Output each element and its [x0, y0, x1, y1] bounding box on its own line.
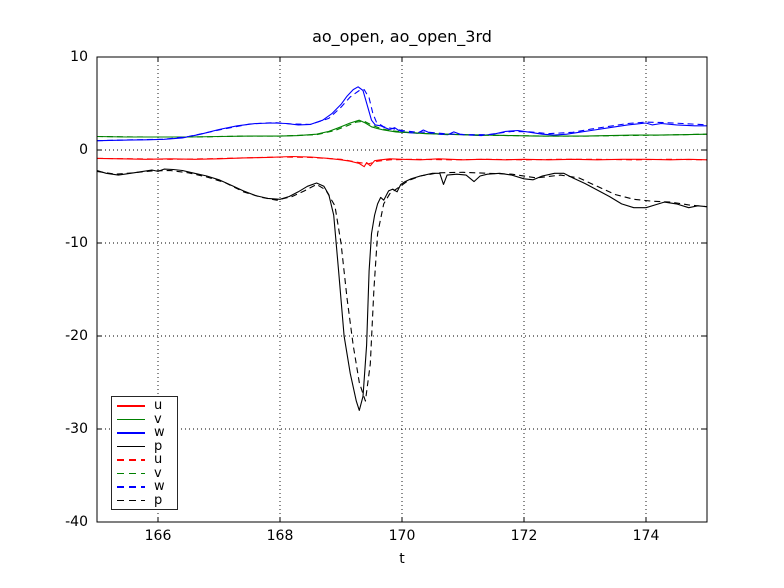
y-tick-label: -10 [65, 235, 88, 251]
legend-entry: w [117, 426, 177, 439]
legend-entry: p [117, 440, 177, 453]
legend-entry: p [117, 494, 177, 507]
series-lines [97, 86, 707, 411]
x-tick-label: 166 [144, 528, 172, 544]
x-axis-label: t [399, 551, 405, 567]
legend-label: u [154, 398, 163, 414]
legend-line-sample [117, 432, 145, 434]
y-tick-label: -20 [65, 328, 88, 344]
legend-line-sample [117, 459, 145, 461]
x-tick-label: 170 [388, 528, 416, 544]
legend-label: u [154, 452, 163, 468]
legend-label: w [154, 479, 165, 495]
legend-label: v [154, 411, 162, 427]
series-line-v-ao_open_3rd [97, 120, 707, 138]
legend-line-sample [117, 445, 145, 447]
legend-entry: v [117, 413, 177, 426]
y-tick-label: 0 [79, 142, 88, 158]
y-tick-label: 10 [70, 49, 88, 65]
legend-label: v [154, 465, 162, 481]
legend-line-sample [117, 499, 145, 501]
legend: u v w p u v w p [111, 396, 178, 510]
series-line-w-ao_open_3rd [97, 89, 707, 142]
series-line-v-ao_open [97, 119, 707, 138]
legend-line-sample [117, 472, 145, 474]
legend-label: p [154, 438, 163, 454]
x-tick-label: 168 [266, 528, 294, 544]
legend-entry: u [117, 453, 177, 466]
legend-line-sample [117, 405, 145, 407]
legend-entry: u [117, 399, 177, 412]
legend-line-sample [117, 486, 145, 488]
tick-marks [97, 56, 707, 523]
x-tick-label: 174 [632, 528, 660, 544]
series-line-p-ao_open_3rd [97, 169, 707, 402]
legend-label: w [154, 425, 165, 441]
legend-label: p [154, 492, 163, 508]
y-tick-label: -40 [65, 514, 88, 530]
series-line-u-ao_open_3rd [97, 156, 707, 165]
legend-line-sample [117, 418, 145, 420]
x-tick-label: 172 [510, 528, 538, 544]
chart-title: ao_open, ao_open_3rd [312, 27, 492, 46]
legend-entry: v [117, 467, 177, 480]
gridlines [97, 57, 707, 522]
y-tick-label: -30 [65, 421, 88, 437]
legend-entry: w [117, 480, 177, 493]
